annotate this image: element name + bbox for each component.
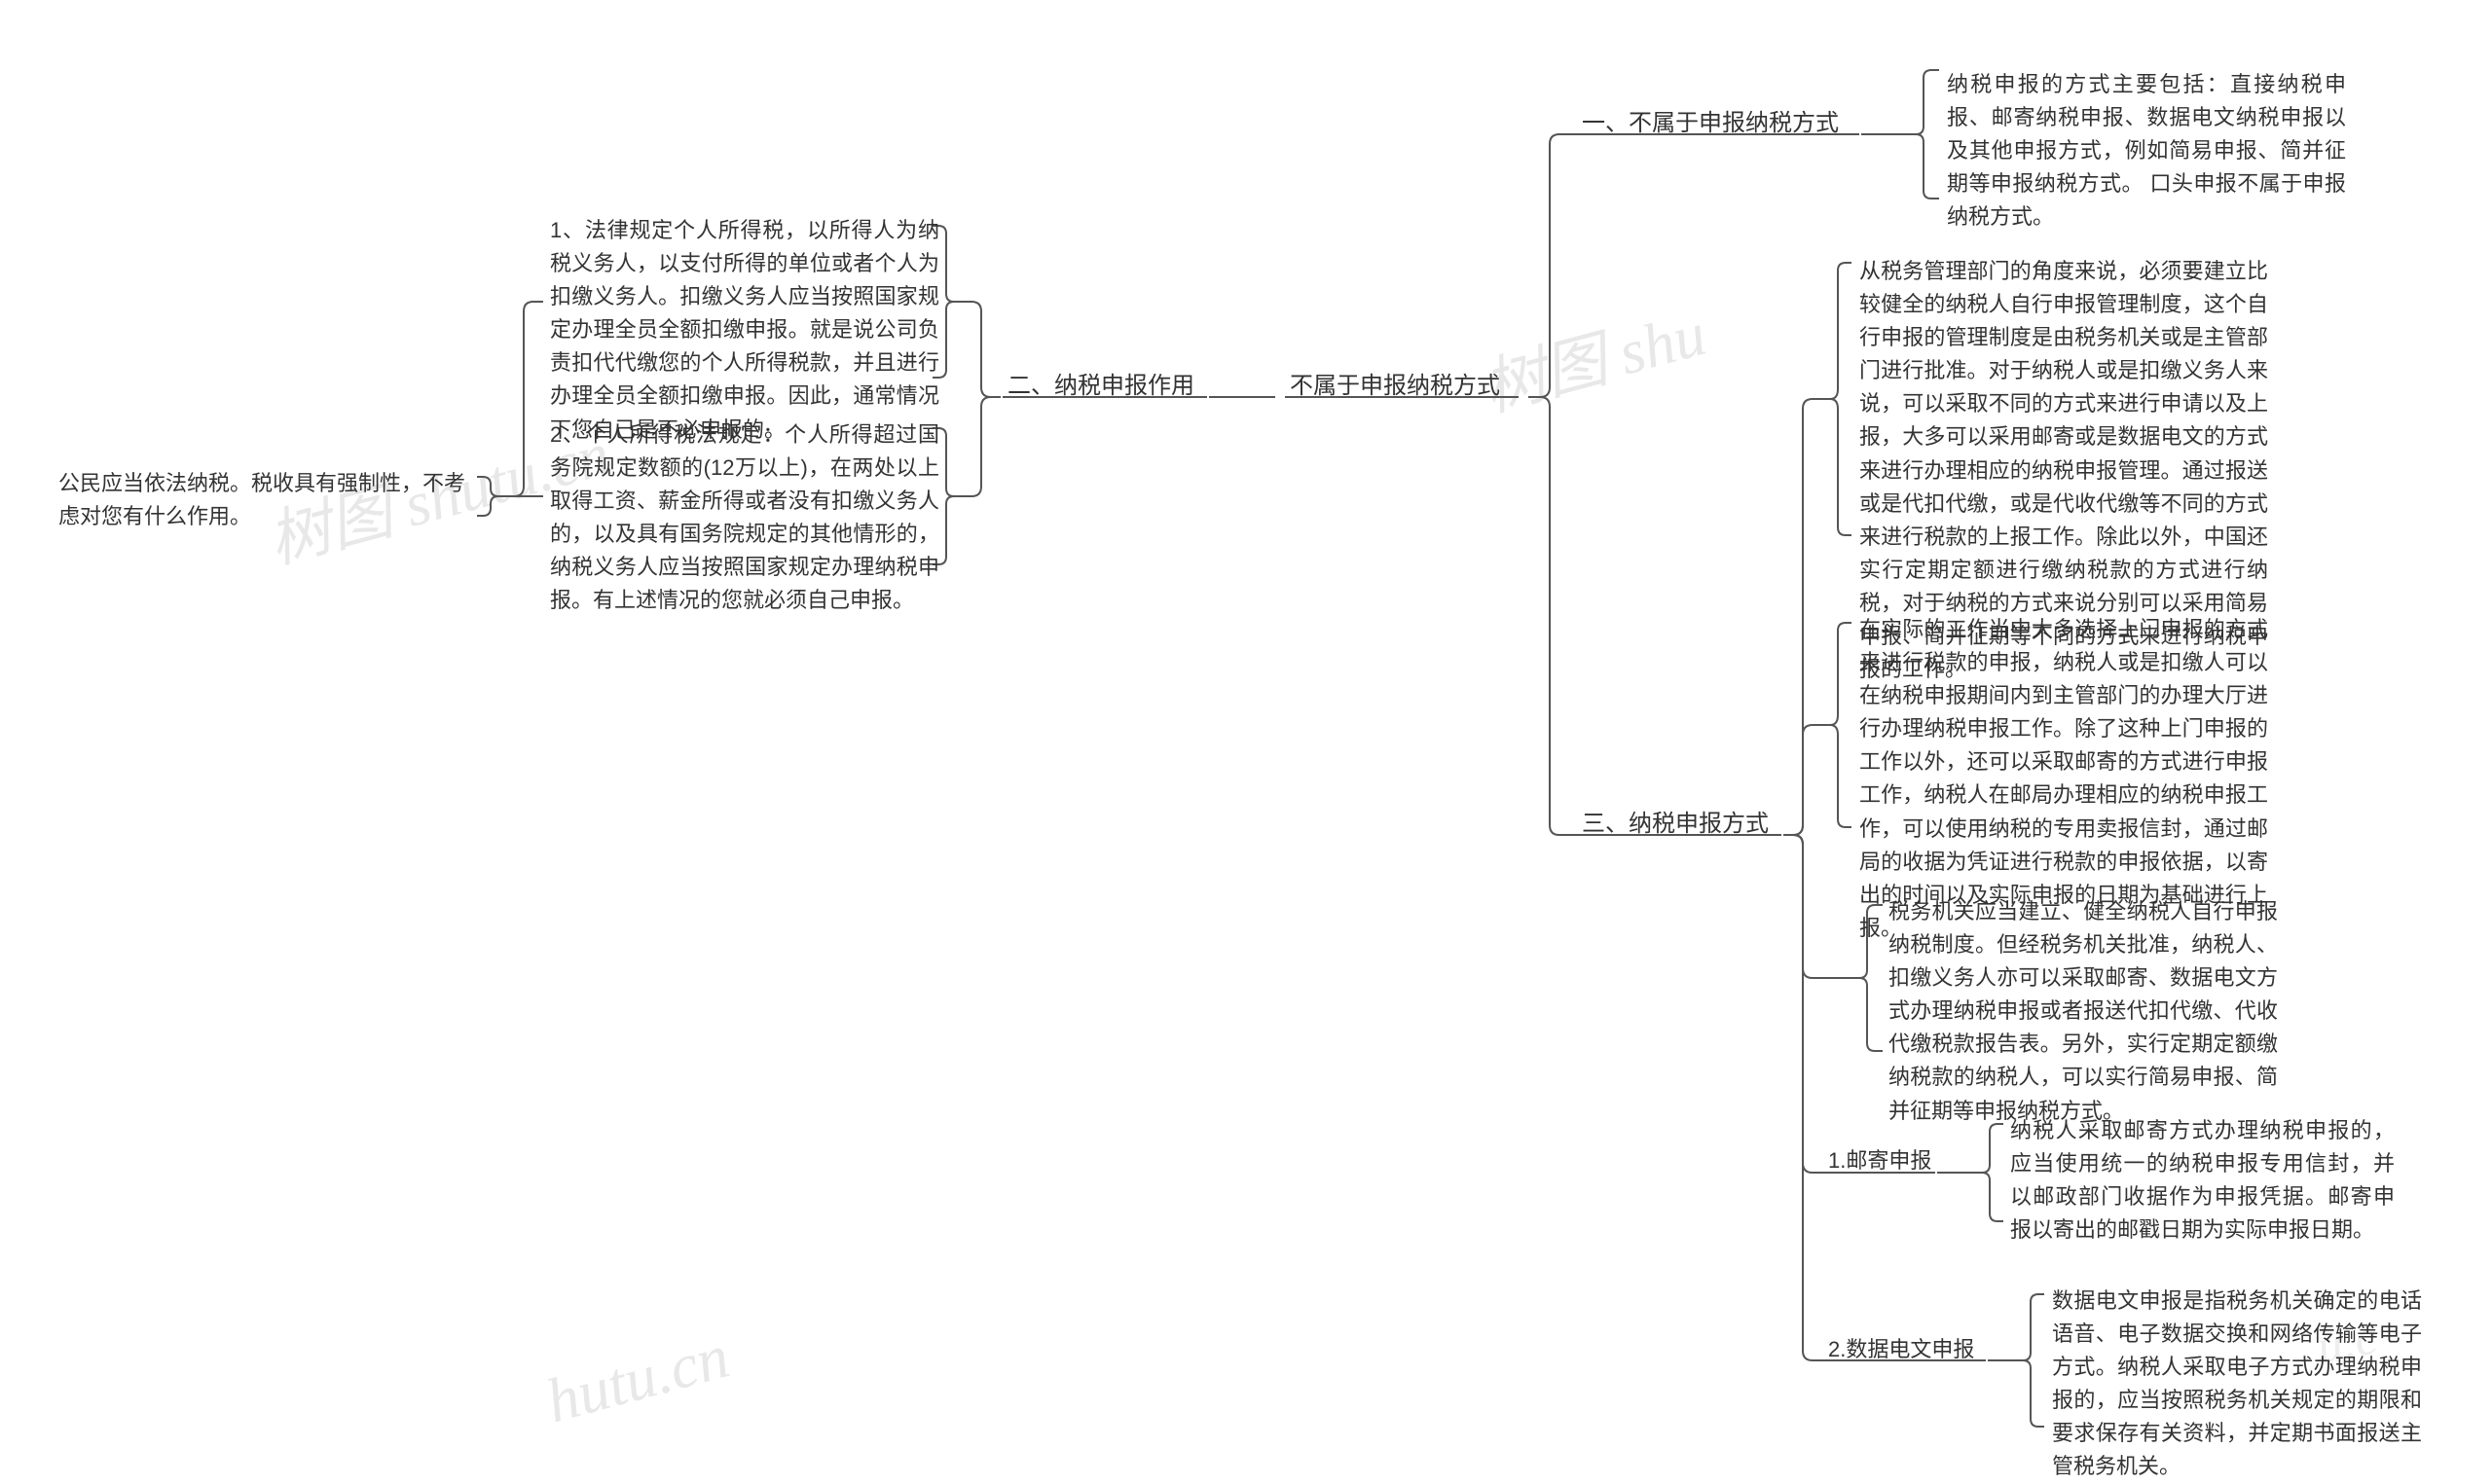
section1-body: 纳税申报的方式主要包括：直接纳税申报、邮寄纳税申报、数据电文纳税申报以及其他申报… — [1947, 68, 2346, 234]
section3-sub1-title: 1.邮寄申报 — [1828, 1144, 1931, 1177]
section2-item1: 1、法律规定个人所得税，以所得人为纳税义务人，以支付所得的单位或者个人为扣缴义务… — [550, 214, 939, 447]
section2-item2: 2、个人所得税法规定：个人所得超过国务院规定数额的(12万以上)，在两处以上取得… — [550, 418, 939, 618]
root-node: 不属于申报纳税方式 — [1290, 368, 1500, 404]
section2-leaf: 公民应当依法纳税。税收具有强制性，不考虑对您有什么作用。 — [58, 467, 477, 533]
section2-title: 二、纳税申报作用 — [1008, 368, 1194, 404]
watermark: hutu.cn — [539, 1321, 737, 1438]
section3-title: 三、纳税申报方式 — [1582, 806, 1769, 842]
section3-sub2-title: 2.数据电文申报 — [1828, 1333, 1974, 1366]
section1-title: 一、不属于申报纳税方式 — [1582, 105, 1839, 141]
section3-sub2-body: 数据电文申报是指税务机关确定的电话语音、电子数据交换和网络传输等电子方式。纳税人… — [2052, 1285, 2422, 1484]
section3-sub1-body: 纳税人采取邮寄方式办理纳税申报的，应当使用统一的纳税申报专用信封，并以邮政部门收… — [2010, 1114, 2395, 1247]
watermark: 树图 shu — [1472, 283, 1714, 428]
section3-para3: 税务机关应当建立、健全纳税人自行申报纳税制度。但经税务机关批准，纳税人、扣缴义务… — [1888, 895, 2278, 1128]
